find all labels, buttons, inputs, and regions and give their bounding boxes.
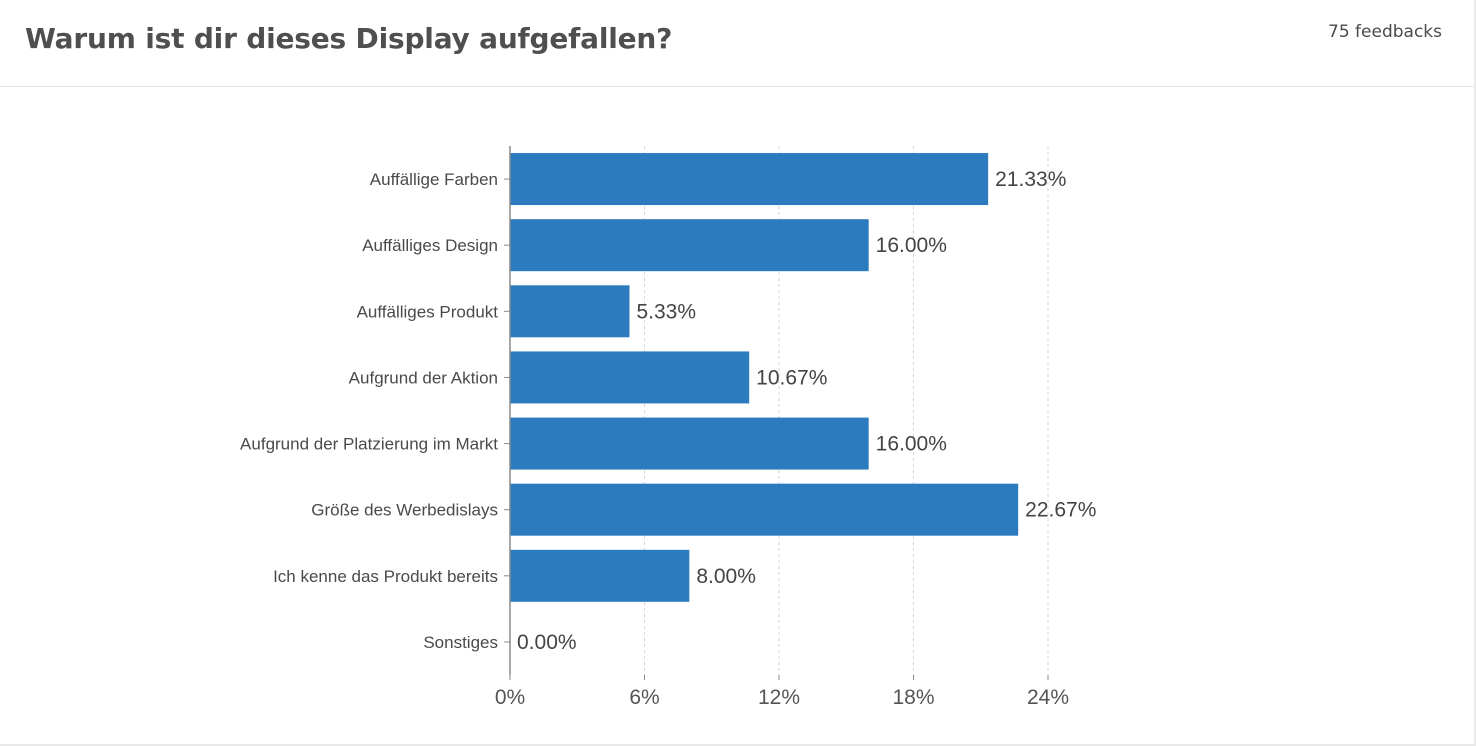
bar-value-label: 0.00% bbox=[517, 631, 577, 654]
category-label: Ich kenne das Produkt bereits bbox=[273, 567, 498, 586]
bar-value-label: 21.33% bbox=[995, 168, 1066, 191]
bar-value-label: 5.33% bbox=[636, 300, 696, 323]
bar bbox=[510, 219, 869, 272]
bar bbox=[510, 483, 1019, 536]
bar-value-label: 16.00% bbox=[876, 433, 947, 456]
x-tick-label: 6% bbox=[629, 686, 659, 709]
bar bbox=[510, 549, 690, 602]
bar bbox=[510, 351, 750, 404]
category-label: Aufgrund der Aktion bbox=[349, 368, 498, 387]
x-tick-label: 24% bbox=[1027, 686, 1069, 709]
x-tick-label: 12% bbox=[758, 686, 800, 709]
category-label: Aufgrund der Platzierung im Markt bbox=[240, 435, 498, 454]
x-tick-label: 18% bbox=[892, 686, 934, 709]
bar-value-label: 8.00% bbox=[696, 565, 756, 588]
bar-value-label: 22.67% bbox=[1025, 499, 1096, 522]
bar bbox=[510, 153, 989, 206]
category-label: Größe des Werbedislays bbox=[311, 501, 498, 520]
feedback-count: 75 feedbacks bbox=[1328, 22, 1442, 42]
category-label: Auffälliges Design bbox=[362, 236, 498, 255]
panel-header: Warum ist dir dieses Display aufgefallen… bbox=[0, 0, 1474, 87]
bar-value-label: 16.00% bbox=[876, 234, 947, 257]
x-tick-label: 0% bbox=[495, 686, 525, 709]
bar-value-label: 10.67% bbox=[756, 366, 827, 389]
category-label: Auffälliges Produkt bbox=[357, 302, 499, 321]
bar bbox=[510, 285, 630, 338]
category-label: Sonstiges bbox=[423, 633, 498, 652]
page-title: Warum ist dir dieses Display aufgefallen… bbox=[25, 22, 673, 55]
category-label: Auffällige Farben bbox=[370, 170, 498, 189]
bar bbox=[510, 417, 869, 470]
